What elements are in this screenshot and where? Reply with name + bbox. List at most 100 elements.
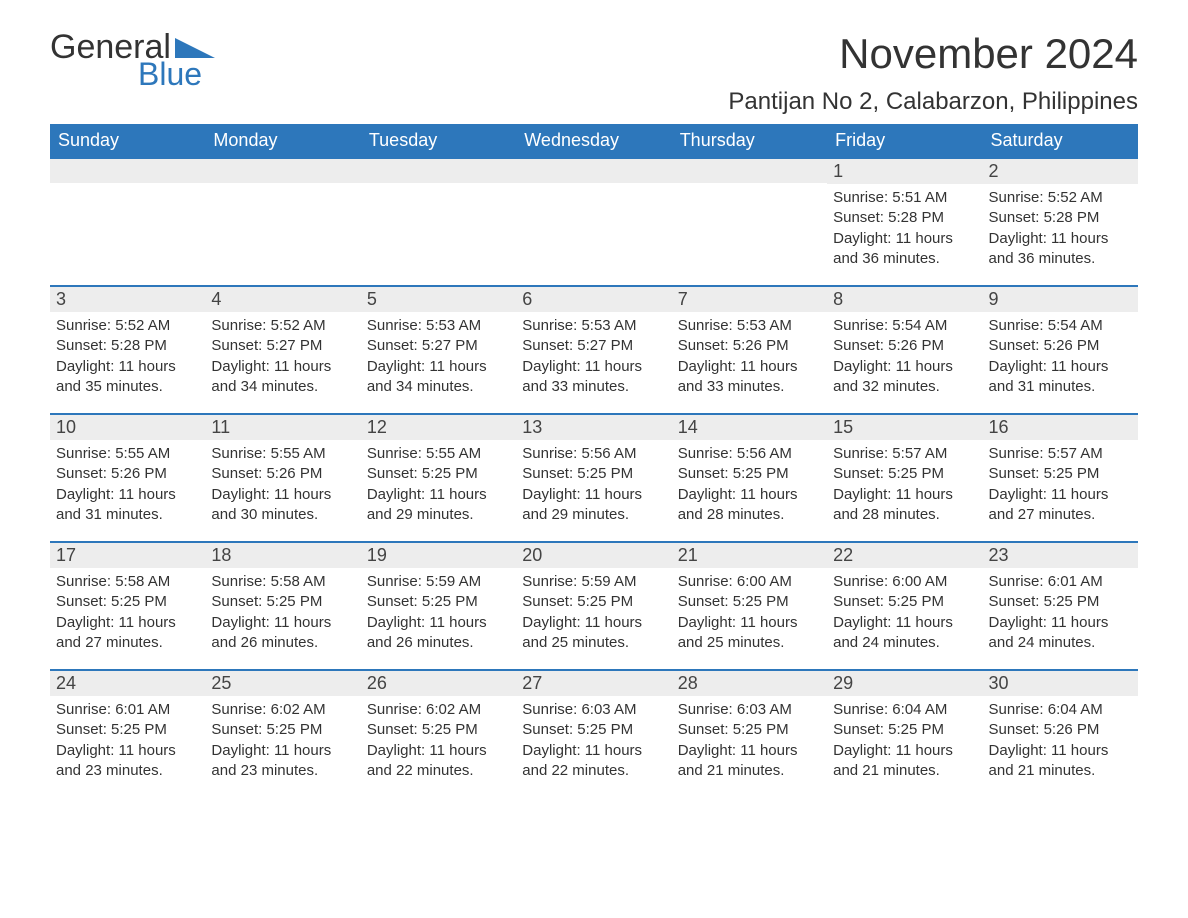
sunset-line: Sunset: 5:25 PM xyxy=(678,720,821,740)
sunrise-line: Sunrise: 5:59 AM xyxy=(367,572,510,592)
day-details: Sunrise: 5:59 AMSunset: 5:25 PMDaylight:… xyxy=(361,568,516,659)
day-number: 28 xyxy=(672,669,827,696)
empty-day-bar xyxy=(205,157,360,183)
day-number: 10 xyxy=(50,413,205,440)
sunrise-line: Sunrise: 5:56 AM xyxy=(678,444,821,464)
day-details: Sunrise: 5:59 AMSunset: 5:25 PMDaylight:… xyxy=(516,568,671,659)
calendar-table: SundayMondayTuesdayWednesdayThursdayFrid… xyxy=(50,124,1138,797)
day-number: 22 xyxy=(827,541,982,568)
day-details: Sunrise: 5:54 AMSunset: 5:26 PMDaylight:… xyxy=(827,312,982,403)
day-number: 13 xyxy=(516,413,671,440)
sunset-line: Sunset: 5:26 PM xyxy=(833,336,976,356)
calendar-week: 1Sunrise: 5:51 AMSunset: 5:28 PMDaylight… xyxy=(50,157,1138,285)
empty-day-bar xyxy=(361,157,516,183)
day-number: 27 xyxy=(516,669,671,696)
day-number: 11 xyxy=(205,413,360,440)
sunrise-line: Sunrise: 5:59 AM xyxy=(522,572,665,592)
day-number: 5 xyxy=(361,285,516,312)
sunrise-line: Sunrise: 6:01 AM xyxy=(989,572,1132,592)
day-number: 30 xyxy=(983,669,1138,696)
day-details: Sunrise: 5:53 AMSunset: 5:26 PMDaylight:… xyxy=(672,312,827,403)
header: General Blue November 2024 Pantijan No 2… xyxy=(50,30,1138,116)
sunrise-line: Sunrise: 5:53 AM xyxy=(678,316,821,336)
day-number: 15 xyxy=(827,413,982,440)
day-number: 12 xyxy=(361,413,516,440)
calendar-day: 18Sunrise: 5:58 AMSunset: 5:25 PMDayligh… xyxy=(205,541,360,669)
day-details: Sunrise: 5:52 AMSunset: 5:28 PMDaylight:… xyxy=(50,312,205,403)
calendar-day: 17Sunrise: 5:58 AMSunset: 5:25 PMDayligh… xyxy=(50,541,205,669)
day-details: Sunrise: 6:04 AMSunset: 5:26 PMDaylight:… xyxy=(983,696,1138,787)
day-details: Sunrise: 6:01 AMSunset: 5:25 PMDaylight:… xyxy=(983,568,1138,659)
sunrise-line: Sunrise: 5:52 AM xyxy=(211,316,354,336)
calendar-day-empty xyxy=(672,157,827,285)
day-details: Sunrise: 5:54 AMSunset: 5:26 PMDaylight:… xyxy=(983,312,1138,403)
day-details: Sunrise: 6:00 AMSunset: 5:25 PMDaylight:… xyxy=(827,568,982,659)
day-details: Sunrise: 6:02 AMSunset: 5:25 PMDaylight:… xyxy=(361,696,516,787)
day-details: Sunrise: 5:52 AMSunset: 5:27 PMDaylight:… xyxy=(205,312,360,403)
sunrise-line: Sunrise: 5:53 AM xyxy=(522,316,665,336)
location: Pantijan No 2, Calabarzon, Philippines xyxy=(728,88,1138,116)
sunrise-line: Sunrise: 6:02 AM xyxy=(367,700,510,720)
day-number: 1 xyxy=(827,157,982,184)
sunset-line: Sunset: 5:25 PM xyxy=(522,592,665,612)
sunrise-line: Sunrise: 5:52 AM xyxy=(56,316,199,336)
sunset-line: Sunset: 5:25 PM xyxy=(989,464,1132,484)
daylight-line: Daylight: 11 hours and 29 minutes. xyxy=(522,485,665,526)
daylight-line: Daylight: 11 hours and 36 minutes. xyxy=(833,229,976,270)
daylight-line: Daylight: 11 hours and 32 minutes. xyxy=(833,357,976,398)
daylight-line: Daylight: 11 hours and 33 minutes. xyxy=(678,357,821,398)
calendar-day: 14Sunrise: 5:56 AMSunset: 5:25 PMDayligh… xyxy=(672,413,827,541)
empty-day-bar xyxy=(50,157,205,183)
sunset-line: Sunset: 5:25 PM xyxy=(367,592,510,612)
calendar-day: 4Sunrise: 5:52 AMSunset: 5:27 PMDaylight… xyxy=(205,285,360,413)
calendar-day: 27Sunrise: 6:03 AMSunset: 5:25 PMDayligh… xyxy=(516,669,671,797)
calendar-day: 24Sunrise: 6:01 AMSunset: 5:25 PMDayligh… xyxy=(50,669,205,797)
calendar-day: 6Sunrise: 5:53 AMSunset: 5:27 PMDaylight… xyxy=(516,285,671,413)
daylight-line: Daylight: 11 hours and 23 minutes. xyxy=(56,741,199,782)
sunrise-line: Sunrise: 5:51 AM xyxy=(833,188,976,208)
sunset-line: Sunset: 5:25 PM xyxy=(678,464,821,484)
weekday-header: Thursday xyxy=(672,124,827,157)
day-number: 25 xyxy=(205,669,360,696)
calendar-day: 15Sunrise: 5:57 AMSunset: 5:25 PMDayligh… xyxy=(827,413,982,541)
sunrise-line: Sunrise: 5:58 AM xyxy=(56,572,199,592)
day-number: 6 xyxy=(516,285,671,312)
day-number: 20 xyxy=(516,541,671,568)
calendar-day: 7Sunrise: 5:53 AMSunset: 5:26 PMDaylight… xyxy=(672,285,827,413)
sunrise-line: Sunrise: 6:03 AM xyxy=(522,700,665,720)
daylight-line: Daylight: 11 hours and 26 minutes. xyxy=(367,613,510,654)
daylight-line: Daylight: 11 hours and 35 minutes. xyxy=(56,357,199,398)
logo: General Blue xyxy=(50,30,215,90)
sunrise-line: Sunrise: 6:01 AM xyxy=(56,700,199,720)
sunset-line: Sunset: 5:25 PM xyxy=(56,720,199,740)
weekday-header: Sunday xyxy=(50,124,205,157)
day-number: 7 xyxy=(672,285,827,312)
sunset-line: Sunset: 5:25 PM xyxy=(833,464,976,484)
calendar-day: 22Sunrise: 6:00 AMSunset: 5:25 PMDayligh… xyxy=(827,541,982,669)
day-details: Sunrise: 5:52 AMSunset: 5:28 PMDaylight:… xyxy=(983,184,1138,275)
day-details: Sunrise: 6:03 AMSunset: 5:25 PMDaylight:… xyxy=(516,696,671,787)
day-details: Sunrise: 6:01 AMSunset: 5:25 PMDaylight:… xyxy=(50,696,205,787)
day-number: 4 xyxy=(205,285,360,312)
daylight-line: Daylight: 11 hours and 27 minutes. xyxy=(989,485,1132,526)
sunset-line: Sunset: 5:25 PM xyxy=(211,720,354,740)
sunrise-line: Sunrise: 6:04 AM xyxy=(833,700,976,720)
sunrise-line: Sunrise: 6:02 AM xyxy=(211,700,354,720)
daylight-line: Daylight: 11 hours and 21 minutes. xyxy=(833,741,976,782)
calendar-day: 2Sunrise: 5:52 AMSunset: 5:28 PMDaylight… xyxy=(983,157,1138,285)
day-number: 24 xyxy=(50,669,205,696)
daylight-line: Daylight: 11 hours and 31 minutes. xyxy=(56,485,199,526)
empty-day-bar xyxy=(672,157,827,183)
day-number: 9 xyxy=(983,285,1138,312)
day-number: 16 xyxy=(983,413,1138,440)
sunrise-line: Sunrise: 5:55 AM xyxy=(211,444,354,464)
day-details: Sunrise: 5:55 AMSunset: 5:26 PMDaylight:… xyxy=(50,440,205,531)
day-number: 21 xyxy=(672,541,827,568)
sunset-line: Sunset: 5:25 PM xyxy=(367,720,510,740)
calendar-day: 19Sunrise: 5:59 AMSunset: 5:25 PMDayligh… xyxy=(361,541,516,669)
day-details: Sunrise: 5:58 AMSunset: 5:25 PMDaylight:… xyxy=(205,568,360,659)
calendar-day: 23Sunrise: 6:01 AMSunset: 5:25 PMDayligh… xyxy=(983,541,1138,669)
day-details: Sunrise: 5:56 AMSunset: 5:25 PMDaylight:… xyxy=(516,440,671,531)
weekday-header: Friday xyxy=(827,124,982,157)
sunset-line: Sunset: 5:25 PM xyxy=(56,592,199,612)
